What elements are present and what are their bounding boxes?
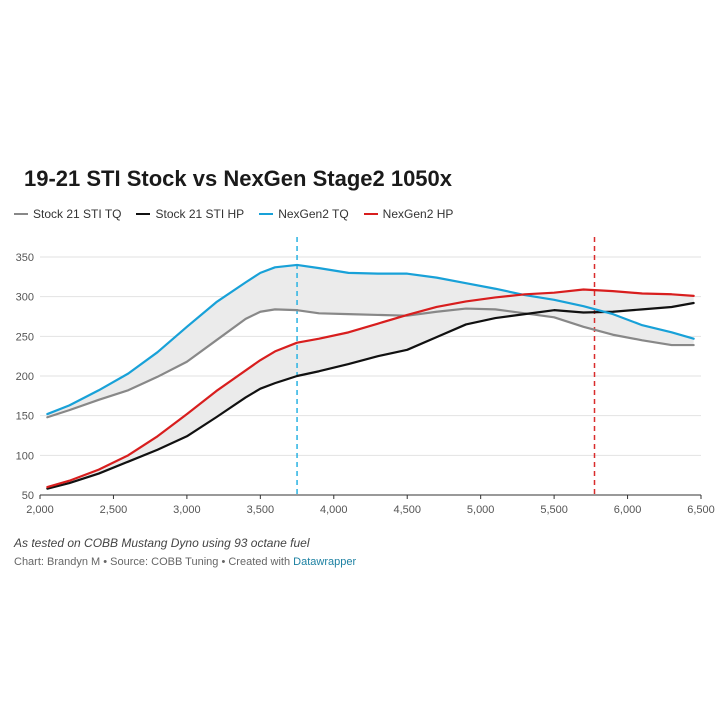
- y-tick-label: 50: [22, 490, 34, 502]
- legend-label: Stock 21 STI TQ: [33, 207, 122, 221]
- x-tick-label: 6,000: [614, 504, 642, 516]
- legend-label: Stock 21 STI HP: [155, 207, 245, 221]
- x-tick-label: 3,000: [173, 504, 201, 516]
- chart-legend: Stock 21 STI TQ Stock 21 STI HP NexGen2 TQ…: [14, 207, 468, 221]
- y-tick-label: 200: [16, 371, 34, 383]
- x-tick-label: 2,000: [26, 504, 54, 516]
- legend-label: NexGen2 HP: [382, 207, 454, 221]
- x-tick-label: 4,500: [393, 504, 421, 516]
- y-tick-label: 100: [16, 450, 34, 462]
- y-tick-label: 250: [16, 331, 34, 343]
- y-tick-label: 350: [16, 252, 34, 264]
- series-line-nexgen2-hp: [46, 288, 695, 489]
- datawrapper-link[interactable]: Datawrapper: [293, 556, 357, 568]
- x-tick-label: 6,500: [687, 504, 715, 516]
- legend-label: NexGen2 TQ: [278, 207, 349, 221]
- credits-text: Chart: Brandyn M • Source: COBB Tuning •…: [14, 556, 294, 568]
- chart-credits: Chart: Brandyn M • Source: COBB Tuning •…: [14, 556, 356, 568]
- x-tick-label: 5,500: [540, 504, 568, 516]
- legend-swatch: [259, 213, 274, 215]
- legend-swatch: [363, 213, 378, 215]
- legend-item: NexGen2 TQ: [259, 207, 349, 221]
- series-line-stock-21-sti-tq: [46, 307, 695, 419]
- legend-swatch: [136, 213, 151, 215]
- y-tick-label: 300: [16, 292, 34, 304]
- line-chart: 50 100 150 200 250 300 350 2,000 2,500 3,000 3,500…: [16, 237, 715, 516]
- legend-item: Stock 21 STI TQ: [14, 207, 121, 221]
- chart-note: As tested on COBB Mustang Dyno using 93 …: [14, 536, 310, 550]
- x-tick-label: 5,000: [467, 504, 495, 516]
- series-line-nexgen2-tq: [46, 263, 695, 416]
- legend-swatch: [14, 213, 28, 215]
- legend-item: Stock 21 STI HP: [136, 207, 244, 221]
- y-tick-label: 150: [16, 411, 34, 423]
- x-tick-label: 4,000: [320, 504, 348, 516]
- series-line-stock-21-sti-hp: [46, 301, 695, 490]
- legend-item: NexGen2 HP: [363, 207, 454, 221]
- chart-title: 19-21 STI Stock vs NexGen Stage2 1050x: [24, 166, 453, 191]
- x-tick-label: 2,500: [100, 504, 128, 516]
- x-tick-label: 3,500: [247, 504, 275, 516]
